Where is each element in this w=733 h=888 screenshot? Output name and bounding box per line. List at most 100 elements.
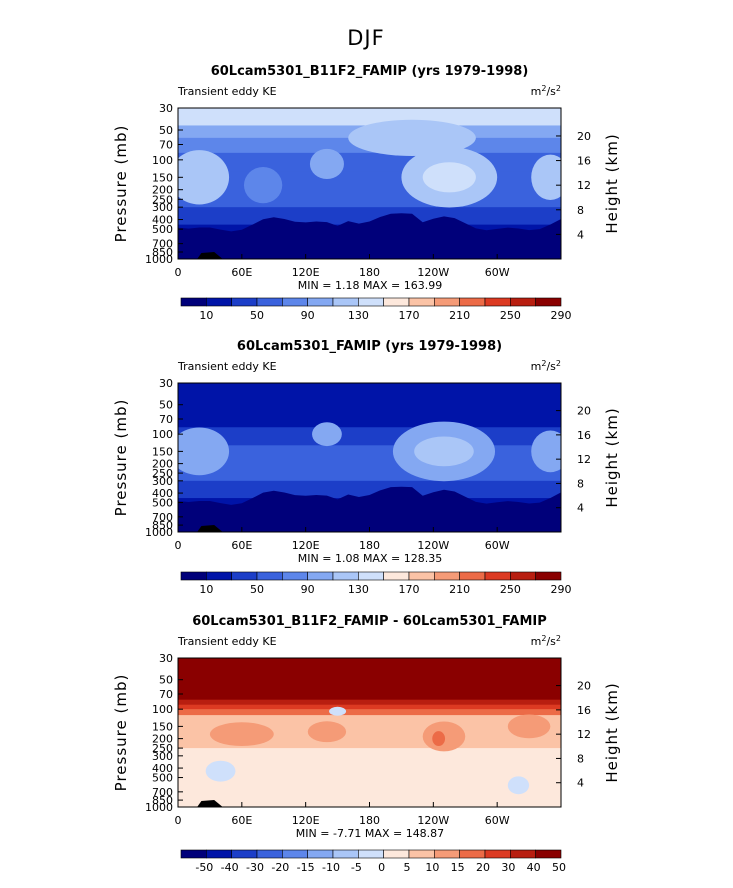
colorbar-swatch: [206, 849, 232, 859]
colorbar-swatch: [383, 571, 410, 581]
colorbar-swatch: [408, 297, 435, 307]
h-tick-label: 8: [577, 204, 584, 217]
p-tick-label: 1000: [145, 253, 173, 266]
colorbar-swatch: [332, 297, 359, 307]
colorbar-label: 90: [301, 309, 315, 322]
colorbar-label: 210: [449, 309, 470, 322]
p-tick-label: 150: [152, 171, 173, 184]
colorbar-label: 130: [348, 309, 369, 322]
colorbar-swatch: [206, 571, 232, 581]
contour-band: [178, 738, 561, 749]
contour-blob: [414, 436, 474, 467]
p-tick-label: 50: [159, 674, 173, 687]
h-tick-label: 12: [577, 179, 591, 192]
h-tick-label: 12: [577, 728, 591, 741]
h-tick-label: 20: [577, 405, 591, 418]
p-tick-label: 70: [159, 138, 173, 151]
contour-blob: [243, 167, 283, 204]
h-tick-label: 20: [577, 680, 591, 693]
panel-title: 60Lcam5301_FAMIP (yrs 1979-1998): [237, 339, 502, 354]
colorbar-swatch: [307, 297, 334, 307]
p-tick-label: 500: [152, 223, 173, 236]
colorbar-swatch: [510, 849, 536, 859]
min-max-label: MIN = 1.08 MAX = 128.35: [298, 552, 442, 565]
p-tick-label: 50: [159, 399, 173, 412]
colorbar-swatch: [459, 571, 486, 581]
p-tick-label: 700: [152, 511, 173, 524]
colorbar-swatch: [484, 849, 511, 859]
colorbar-swatch: [383, 849, 410, 859]
y-axis-label: Pressure (mb): [112, 674, 130, 792]
colorbar-swatch: [231, 849, 258, 859]
p-tick-label: 250: [152, 193, 173, 206]
panel-2: 60Lcam5301_FAMIP (yrs 1979-1998) Transien…: [112, 339, 621, 596]
colorbar-label: 30: [501, 861, 515, 874]
colorbar-swatch: [484, 297, 511, 307]
colorbar-label: 50: [250, 309, 264, 322]
colorbar-swatch: [282, 571, 308, 581]
y-axis-label: Pressure (mb): [112, 125, 130, 243]
colorbar-swatch: [510, 571, 536, 581]
colorbar-swatch: [256, 571, 283, 581]
x-tick-label: 120W: [417, 539, 449, 552]
p-tick-label: 500: [152, 497, 173, 510]
contour-blob: [432, 731, 446, 747]
colorbar-swatch: [282, 849, 308, 859]
contour-band: [178, 445, 561, 465]
colorbar-swatch: [535, 571, 562, 581]
colorbar-label: -30: [246, 861, 264, 874]
units-label: m2/s2: [531, 634, 561, 648]
contour-band: [178, 748, 561, 807]
colorbar-label: 170: [399, 309, 420, 322]
p-tick-label: 300: [152, 475, 173, 488]
colorbar-swatch: [282, 297, 308, 307]
topography-mask: [197, 252, 223, 259]
colorbar-label: -10: [322, 861, 340, 874]
x-tick-label: 180: [359, 266, 380, 279]
contour-band: [178, 152, 561, 172]
x-tick-label: 120E: [292, 539, 320, 552]
y2-axis-label: Height (km): [603, 682, 621, 782]
contour-band: [178, 171, 561, 191]
h-tick-label: 16: [577, 155, 591, 168]
x-tick-label: 120W: [417, 814, 449, 827]
x-tick-label: 60W: [485, 266, 510, 279]
contour-lower-layer: [178, 486, 561, 532]
p-tick-label: 70: [159, 688, 173, 701]
field-label: Transient eddy KE: [177, 635, 277, 648]
h-tick-label: 20: [577, 130, 591, 143]
p-tick-label: 50: [159, 124, 173, 137]
contour-blob: [507, 714, 551, 739]
p-tick-label: 400: [152, 214, 173, 227]
colorbar-swatch: [307, 571, 334, 581]
h-tick-label: 4: [577, 777, 584, 790]
colorbar-swatch: [180, 849, 207, 859]
x-tick-label: 180: [359, 539, 380, 552]
p-tick-label: 300: [152, 201, 173, 214]
colorbar-label: -50: [195, 861, 213, 874]
contour-band: [178, 427, 561, 446]
x-tick-label: 0: [175, 266, 182, 279]
p-tick-label: 100: [152, 428, 173, 441]
colorbar-label: 0: [378, 861, 385, 874]
figure-title: DJF: [347, 26, 384, 50]
h-tick-label: 8: [577, 477, 584, 490]
colorbar-swatch: [510, 297, 536, 307]
colorbar-swatch: [206, 297, 232, 307]
colorbar-label: 90: [301, 583, 315, 596]
p-tick-label: 850: [152, 519, 173, 532]
colorbar-swatch: [408, 571, 435, 581]
units-label: m2/s2: [531, 84, 561, 98]
colorbar-swatch: [358, 297, 384, 307]
colorbar-swatch: [256, 849, 283, 859]
contour-band: [178, 419, 561, 428]
colorbar-swatch: [434, 571, 460, 581]
colorbar-label: 170: [399, 583, 420, 596]
colorbar-label: 10: [199, 309, 213, 322]
colorbar-swatch: [535, 297, 562, 307]
p-tick-label: 700: [152, 238, 173, 251]
contour-blob: [312, 422, 342, 447]
colorbar: 10 50 90 130 170 210 250 290: [180, 297, 572, 322]
contour-blob: [309, 148, 344, 180]
colorbar-swatch: [434, 297, 460, 307]
